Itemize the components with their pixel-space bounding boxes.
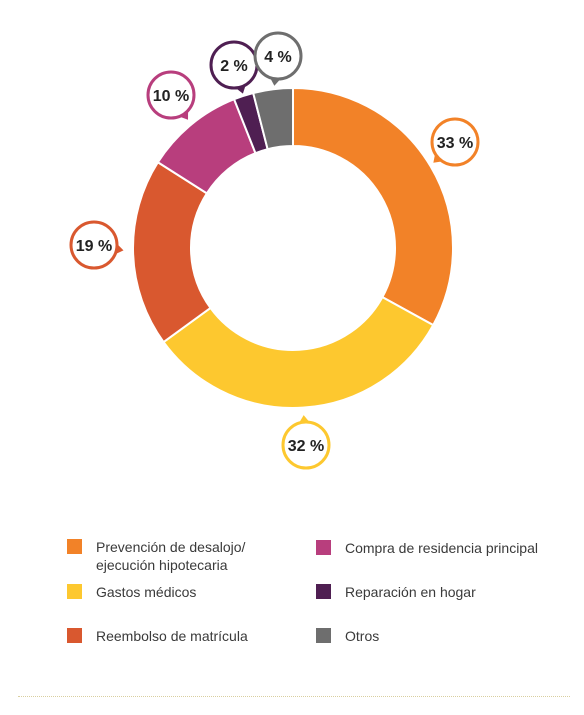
callout-gastos-medicos: 32 %	[281, 415, 331, 470]
callout-value-label: 19 %	[76, 238, 112, 255]
callout-reparacion-hogar: 2 %	[209, 40, 259, 94]
slice-otros	[251, 86, 294, 151]
callout-value-label: 4 %	[264, 49, 292, 66]
callout-reembolso-matricula: 19 %	[69, 220, 124, 270]
callout-badge	[253, 31, 303, 81]
callout-value-label: 10 %	[153, 88, 189, 105]
callout-prevencion-desalojo: 33 %	[430, 117, 480, 167]
callout-value-label: 2 %	[220, 58, 248, 75]
percentage-callouts: 33 % 32 % 19 % 10 % 2 % 4 %	[69, 31, 480, 470]
callout-badge	[281, 420, 331, 470]
donut-slices	[132, 86, 454, 409]
slice-prevencion-desalojo	[292, 86, 454, 327]
callout-otros: 4 %	[253, 31, 303, 86]
callout-value-label: 32 %	[288, 438, 324, 455]
slice-gastos-medicos	[162, 295, 435, 409]
callout-badge	[146, 70, 196, 120]
callout-badge	[69, 220, 119, 270]
callout-value-label: 33 %	[437, 135, 473, 152]
callout-badge	[430, 117, 480, 167]
footer-divider	[18, 696, 570, 697]
callout-compra-residencia: 10 %	[146, 70, 196, 120]
